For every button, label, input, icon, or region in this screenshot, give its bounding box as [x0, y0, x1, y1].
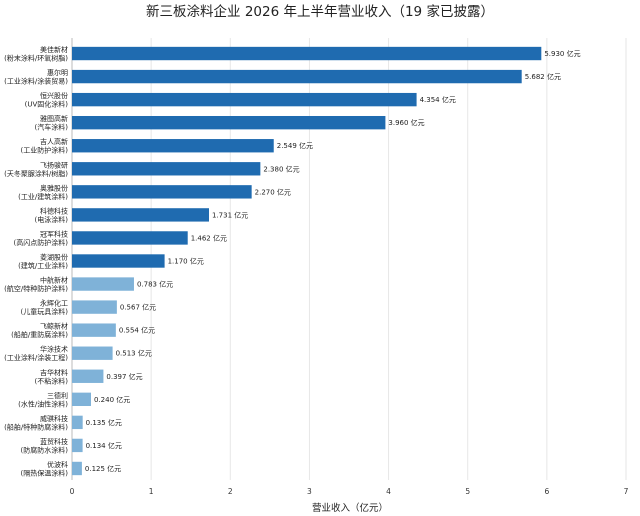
bar	[72, 69, 522, 84]
bar-value-label: 5.930 亿元	[544, 49, 580, 58]
bar-value-label: 3.960 亿元	[388, 118, 424, 127]
bar	[72, 392, 91, 407]
bar	[72, 254, 165, 268]
bar-value-label: 0.513 亿元	[116, 349, 152, 358]
bar	[72, 300, 117, 314]
category-subtitle: (工业防护涂料)	[21, 146, 69, 155]
category-name: 惠尔明	[47, 68, 68, 77]
bars-group	[72, 46, 542, 476]
category-name: 吉华材料	[40, 368, 68, 377]
bar-value-label: 0.125 亿元	[85, 464, 121, 473]
category-subtitle: (粉末涂料/环氧树脂)	[4, 54, 68, 63]
category-subtitle: (不粘涂料)	[35, 376, 69, 385]
category-subtitle: (工业涂料/涂装贸易)	[4, 77, 68, 86]
category-subtitle: (汽车涂料)	[35, 123, 69, 132]
category-name: 雅图高新	[40, 114, 68, 123]
category-name: 优波科	[47, 460, 68, 469]
category-name: 华涂技术	[40, 345, 68, 354]
category-name: 威骐科技	[40, 414, 68, 423]
bar-value-label: 0.240 亿元	[94, 395, 130, 404]
bar	[72, 46, 542, 61]
category-subtitle: (水性/油性涂料)	[18, 399, 68, 408]
bar	[72, 208, 209, 222]
x-tick-label: 4	[386, 487, 391, 496]
category-name: 美佳新材	[40, 45, 68, 54]
bar-value-label: 0.397 亿元	[106, 372, 142, 381]
chart-title: 新三板涂料企业 2026 年上半年营业收入（19 家已披露）	[146, 3, 494, 20]
category-name: 吉人高新	[40, 137, 68, 146]
x-tick-label: 7	[624, 487, 629, 496]
category-name: 飞扬骏研	[40, 160, 68, 169]
x-tick-label: 6	[544, 487, 549, 496]
category-name: 恒兴股份	[40, 91, 68, 100]
category-name: 永辉化工	[40, 299, 68, 308]
category-name: 三德利	[47, 391, 68, 400]
category-subtitle: (建筑/工业涂料)	[18, 261, 68, 270]
bar	[72, 323, 116, 337]
bar	[72, 369, 104, 383]
category-subtitle: (儿童玩具涂料)	[21, 307, 69, 316]
category-subtitle: (UV固化涂料)	[25, 100, 69, 109]
bar-value-label: 5.682 亿元	[525, 72, 561, 81]
x-tick-label: 0	[70, 487, 75, 496]
category-subtitle: (工业涂料/涂装工程)	[4, 353, 68, 362]
category-subtitle: (船舶/特种防腐涂料)	[4, 422, 68, 431]
x-tick-label: 3	[307, 487, 312, 496]
bar	[72, 438, 83, 453]
bar	[72, 461, 82, 476]
bar-value-label: 2.549 亿元	[277, 141, 313, 150]
bar-value-label: 0.567 亿元	[120, 303, 156, 312]
bar-value-label: 1.170 亿元	[168, 257, 204, 266]
category-subtitle: (高闪点防护涂料)	[14, 238, 69, 247]
category-subtitle: (天冬聚脲涂料/树脂)	[4, 169, 68, 178]
bar	[72, 162, 261, 176]
bar	[72, 346, 113, 360]
category-subtitle: (隔热保温涂料)	[21, 468, 69, 477]
category-subtitle: (船舶/重防腐涂料)	[11, 330, 68, 339]
category-name: 菱湖股份	[40, 253, 68, 262]
bar	[72, 92, 417, 107]
category-subtitle: (航空/特种防护涂料)	[4, 284, 68, 293]
bar-value-label: 0.783 亿元	[137, 280, 173, 289]
category-subtitle: (防腐防水涂料)	[21, 445, 69, 454]
bar	[72, 139, 274, 153]
category-name: 蓝贸科技	[40, 437, 68, 446]
x-tick-label: 5	[465, 487, 470, 496]
bar-value-label: 1.731 亿元	[212, 210, 248, 219]
bar-value-label: 4.354 亿元	[420, 95, 456, 104]
bar	[72, 231, 188, 245]
category-subtitle: (电泳涂料)	[35, 215, 69, 224]
x-tick-label: 1	[149, 487, 154, 496]
category-subtitle: (工业/建筑涂料)	[18, 192, 68, 201]
x-tick-label: 2	[228, 487, 233, 496]
category-name: 奥雅股份	[40, 183, 68, 192]
category-name: 科德科技	[40, 206, 68, 215]
bar	[72, 277, 134, 291]
bar	[72, 415, 83, 430]
category-name: 飞鲸新材	[40, 322, 68, 331]
bar-value-label: 1.462 亿元	[191, 233, 227, 242]
bar-value-label: 2.380 亿元	[263, 164, 299, 173]
bar-value-label: 0.554 亿元	[119, 326, 155, 335]
x-axis-label: 营业收入（亿元）	[312, 502, 388, 514]
bar	[72, 185, 252, 199]
bar-value-label: 2.270 亿元	[255, 187, 291, 196]
category-name: 冠军科技	[40, 229, 68, 238]
category-name: 中航新材	[40, 276, 68, 285]
x-axis: 0 1 2 3 4 5 6 7	[70, 487, 629, 496]
bar-value-label: 0.134 亿元	[86, 441, 122, 450]
bar-value-label: 0.135 亿元	[86, 418, 122, 427]
bar	[72, 115, 386, 130]
